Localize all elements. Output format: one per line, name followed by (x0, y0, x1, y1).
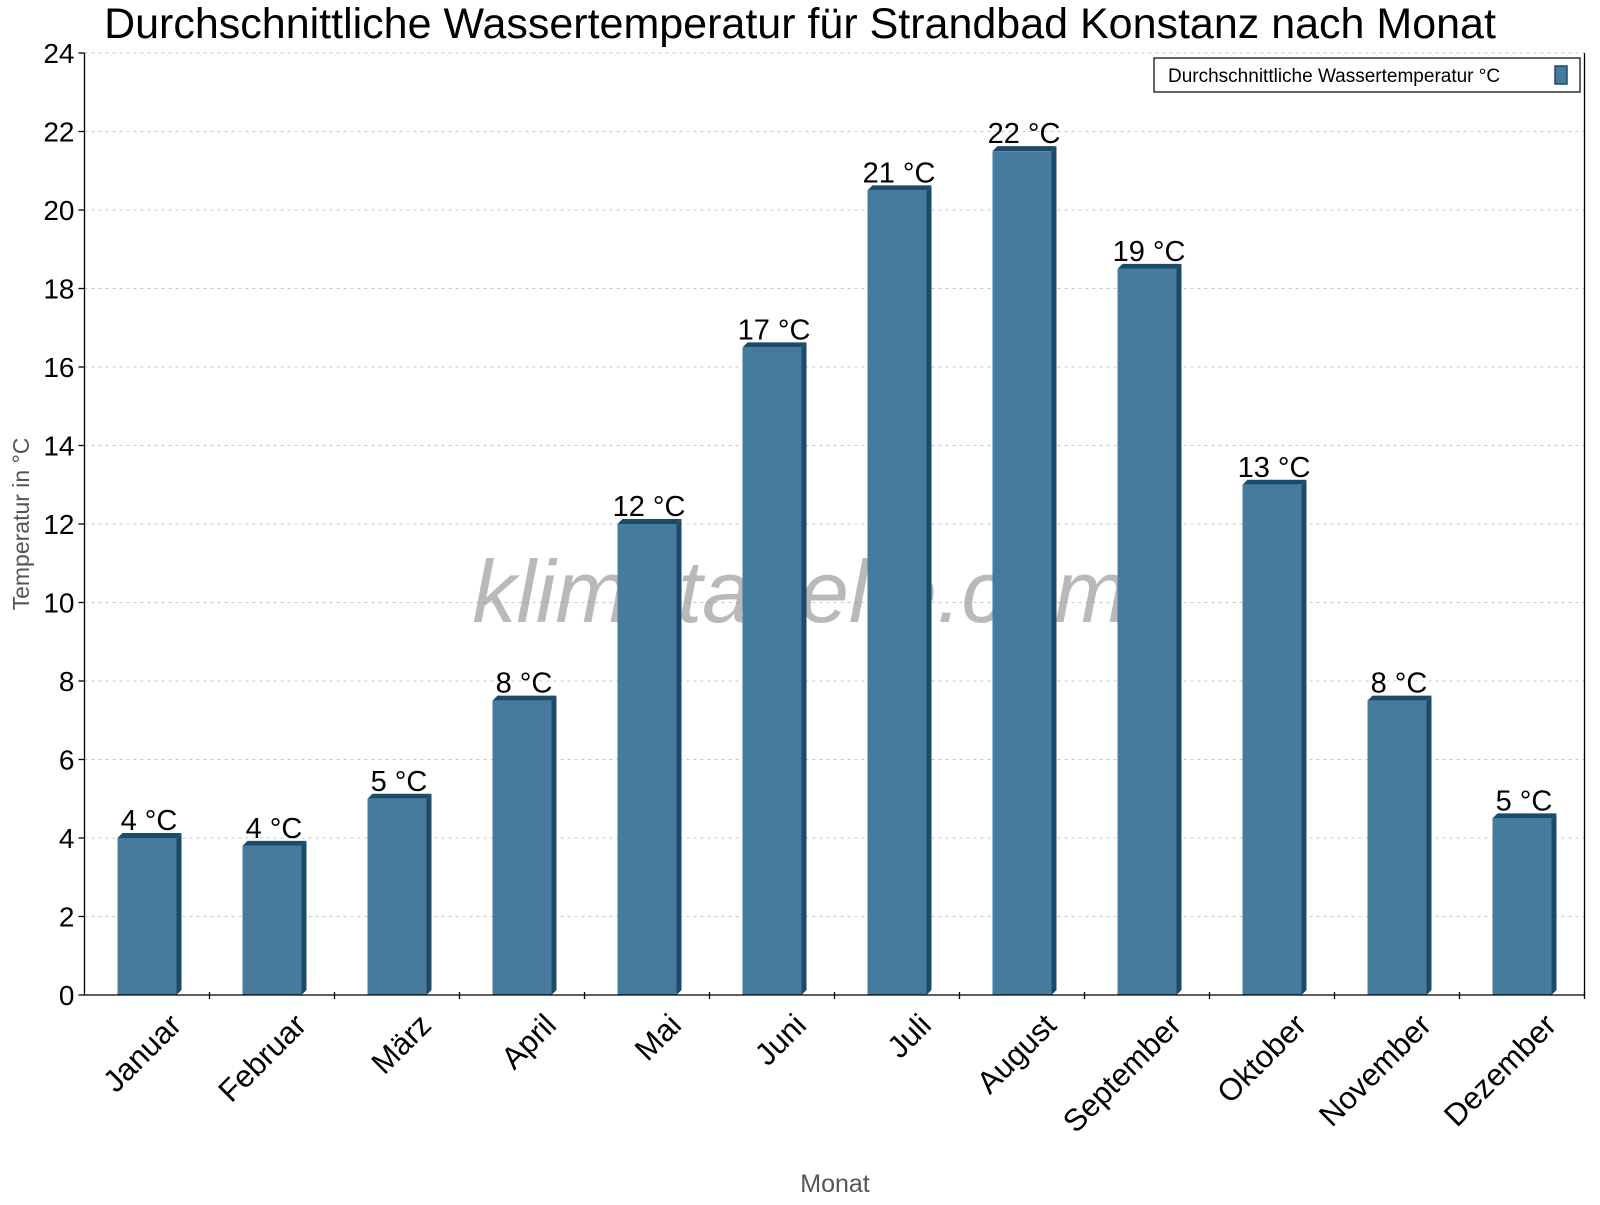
bar-top (617, 519, 682, 524)
bar-side (676, 519, 682, 995)
data-label: 5 °C (1496, 785, 1553, 817)
x-tick-label: Oktober (1210, 1007, 1313, 1110)
y-tick-label: 10 (43, 588, 74, 619)
bar-side (1551, 813, 1557, 995)
bar-side (926, 185, 932, 995)
bar-top (742, 342, 807, 348)
bar-top (1117, 263, 1182, 269)
bar-side (1426, 695, 1432, 995)
bar-top (867, 185, 932, 191)
bar-top (492, 695, 557, 701)
bar-side (551, 695, 557, 995)
x-tick-label: Dezember (1437, 1007, 1563, 1133)
y-tick-label: 20 (43, 195, 74, 226)
bar-side (801, 342, 807, 995)
bar (867, 190, 927, 995)
bar-side (1176, 263, 1182, 995)
y-tick-label: 0 (59, 980, 75, 1011)
y-axis-label: Temperatur in °C (8, 438, 34, 611)
bar-side (1051, 146, 1057, 995)
bar-top (1492, 813, 1557, 819)
bar (242, 845, 302, 995)
bar (742, 347, 802, 995)
x-axis-label: Monat (800, 1170, 870, 1198)
x-tick-label: Juni (748, 1007, 813, 1072)
bar-top (1367, 695, 1432, 701)
data-label: 5 °C (371, 766, 428, 798)
chart-title: Durchschnittliche Wassertemperatur für S… (104, 0, 1496, 48)
bar (617, 524, 677, 995)
bar (1367, 700, 1427, 995)
bar-side (426, 793, 432, 995)
data-label: 19 °C (1113, 236, 1186, 268)
data-label: 8 °C (1371, 668, 1428, 700)
data-label: 13 °C (1238, 452, 1311, 484)
bars: 4 °C 4 °C 5 °C 8 °C 12 °C 17 °C 21 °C 22 °C 19 °… (117, 118, 1557, 995)
y-tick-label: 12 (43, 509, 74, 540)
data-label: 22 °C (988, 118, 1061, 150)
bar (1117, 268, 1177, 995)
bar-top (117, 833, 182, 838)
y-tick-label: 14 (43, 431, 74, 462)
x-tick-label: Februar (211, 1007, 313, 1109)
y-tick-label: 8 (59, 666, 75, 697)
bar (117, 838, 177, 995)
legend-box (1153, 57, 1581, 93)
bar (1242, 484, 1302, 995)
bar-side (301, 840, 307, 995)
legend-swatch (1554, 65, 1568, 85)
data-label: 8 °C (496, 668, 553, 700)
data-label: 4 °C (121, 805, 178, 837)
bar (492, 700, 552, 995)
x-tick-label: August (970, 1007, 1063, 1100)
x-tick-label: März (364, 1007, 437, 1080)
bar-side (1301, 479, 1307, 995)
x-tick-label: April (494, 1007, 563, 1076)
y-tick-label: 22 (43, 117, 74, 148)
y-tick-label: 18 (43, 274, 74, 305)
y-tick-label: 6 (59, 745, 75, 776)
bar-top (367, 793, 432, 799)
y-tick-label: 24 (43, 38, 74, 69)
bar (367, 798, 427, 995)
bar (992, 151, 1052, 995)
bar-side (176, 833, 182, 995)
data-label: 21 °C (863, 157, 936, 189)
data-label: 17 °C (738, 314, 811, 346)
y-tick-label: 16 (43, 352, 74, 383)
y-tick-label: 4 (59, 823, 75, 854)
x-tick-label: Mai (628, 1007, 688, 1067)
x-tick-label: November (1312, 1007, 1438, 1133)
legend-label: Durchschnittliche Wassertemperatur °C (1168, 66, 1500, 87)
data-label: 4 °C (246, 813, 303, 845)
bar-top (1242, 479, 1307, 485)
x-tick-label: Januar (96, 1007, 188, 1099)
bar-top (992, 146, 1057, 152)
y-tick-label: 2 (59, 902, 75, 933)
x-tick-label: September (1056, 1007, 1188, 1139)
gridlines (84, 52, 1585, 917)
bar (1492, 818, 1552, 995)
legend: Durchschnittliche Wassertemperatur °C (1153, 57, 1581, 93)
x-tick-label: Juli (880, 1007, 938, 1065)
data-label: 12 °C (613, 491, 686, 523)
bar-top (242, 840, 307, 846)
